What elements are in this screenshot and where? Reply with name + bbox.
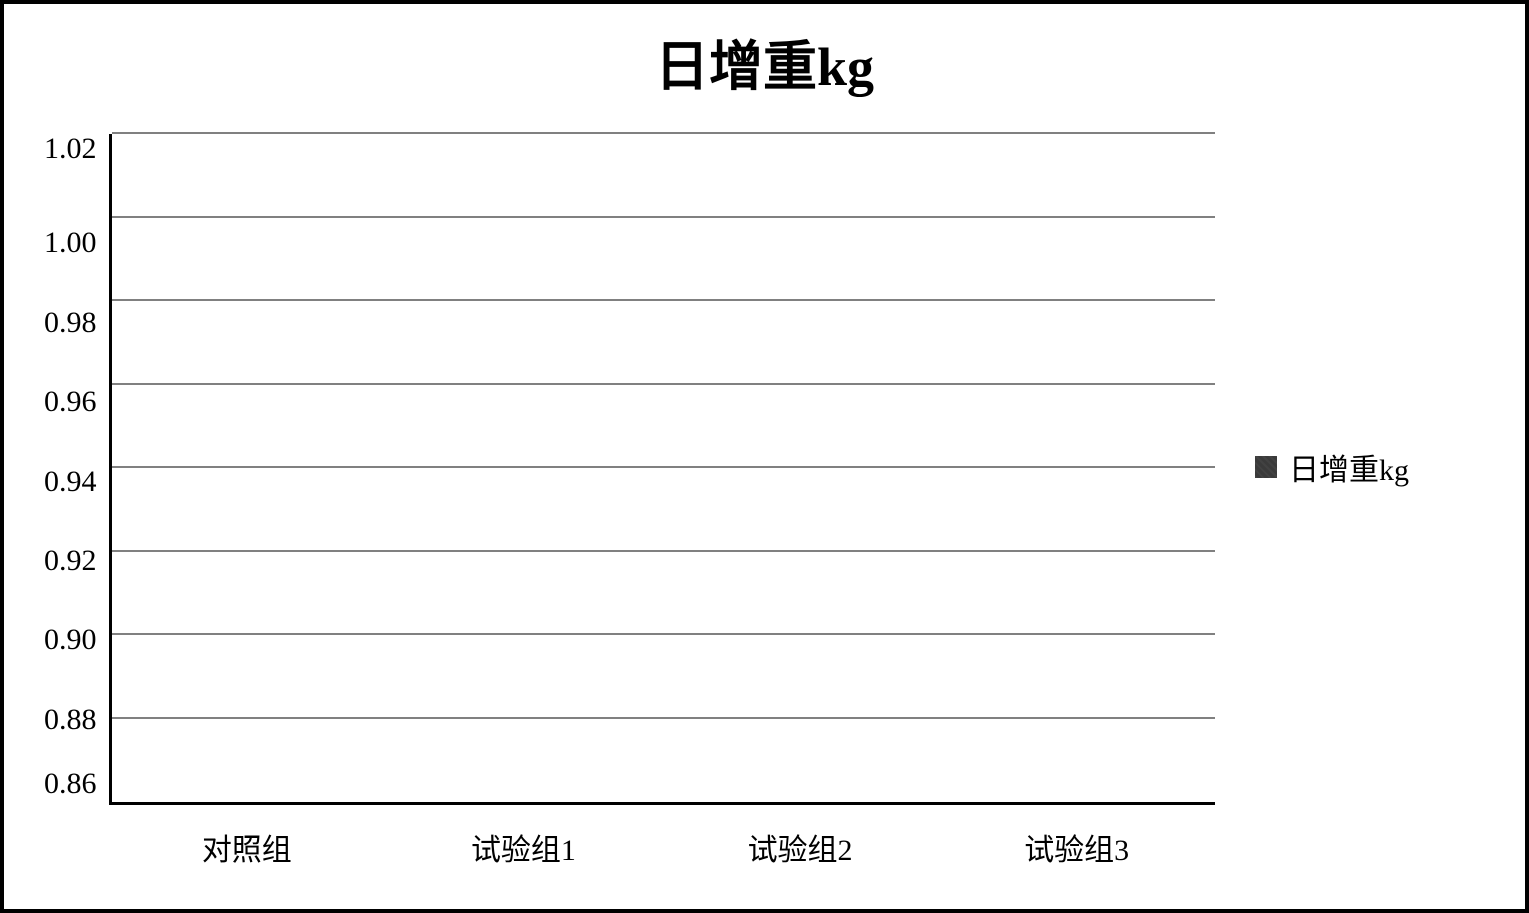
chart-frame: 日增重kg 1.02 1.00 0.98 0.96 0.94 0.92 0.90 0.88 0.… <box>0 0 1529 913</box>
gridline <box>112 717 1216 719</box>
chart-title: 日增重kg <box>4 22 1525 101</box>
y-tick-label: 0.86 <box>44 769 97 799</box>
gridline <box>112 299 1216 301</box>
x-tick-label: 试验组3 <box>938 825 1215 869</box>
legend-label: 日增重kg <box>1289 445 1409 489</box>
y-tick-label: 0.98 <box>44 308 97 338</box>
y-axis: 1.02 1.00 0.98 0.96 0.94 0.92 0.90 0.88 0.86 <box>44 134 109 869</box>
gridline <box>112 383 1216 385</box>
y-tick-label: 0.90 <box>44 625 97 655</box>
gridline <box>112 132 1216 134</box>
gridline <box>112 550 1216 552</box>
y-tick-label: 0.92 <box>44 546 97 576</box>
plot-wrap: 对照组试验组1试验组2试验组3 <box>109 134 1216 869</box>
x-axis-labels: 对照组试验组1试验组2试验组3 <box>109 825 1216 869</box>
y-tick-label: 1.00 <box>44 228 97 258</box>
y-tick-label: 0.96 <box>44 387 97 417</box>
gridline <box>112 216 1216 218</box>
y-tick-label: 0.94 <box>44 467 97 497</box>
y-tick-label: 1.02 <box>44 134 97 164</box>
chart-body: 1.02 1.00 0.98 0.96 0.94 0.92 0.90 0.88 0.86 对照组… <box>44 134 1485 869</box>
x-tick-label: 试验组1 <box>385 825 662 869</box>
gridline <box>112 633 1216 635</box>
gridline <box>112 466 1216 468</box>
y-tick-label: 0.88 <box>44 705 97 735</box>
legend-swatch <box>1255 456 1277 478</box>
legend-item: 日增重kg <box>1255 445 1409 489</box>
x-tick-label: 试验组2 <box>662 825 939 869</box>
x-tick-label: 对照组 <box>109 825 386 869</box>
plot-area <box>109 134 1216 805</box>
bars-container <box>112 134 1216 802</box>
legend: 日增重kg <box>1215 134 1485 869</box>
